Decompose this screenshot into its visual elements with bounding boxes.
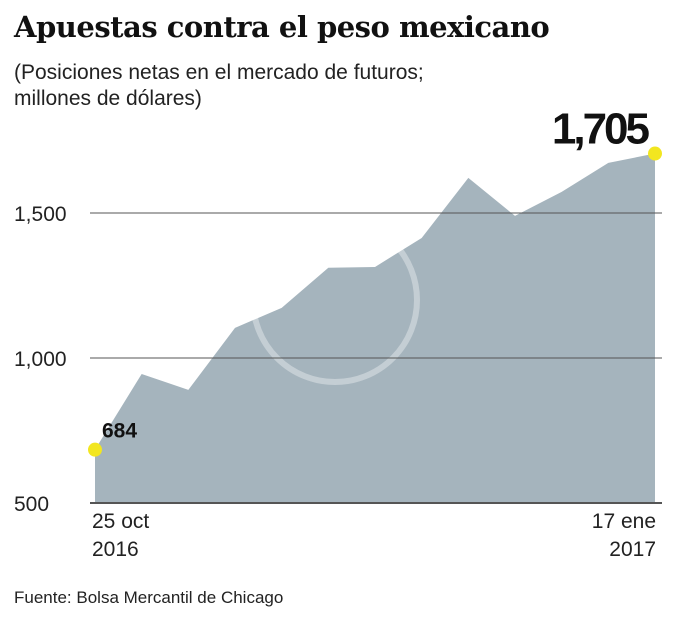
area-series [95, 153, 655, 504]
x-end-label: 17 ene [592, 510, 656, 533]
y-tick-label: 500 [14, 493, 49, 516]
data-label: 684 [102, 420, 137, 443]
data-label: 1,705 [552, 105, 650, 154]
watermark-globe [250, 215, 420, 385]
data-point-marker [648, 146, 662, 161]
subtitle-line-1: (Posiciones netas en el mercado de futur… [14, 61, 424, 84]
chart-source: Fuente: Bolsa Mercantil de Chicago [14, 588, 284, 607]
x-start-label: 25 oct [92, 510, 149, 533]
x-start-label: 2016 [92, 538, 139, 561]
y-tick-label: 1,000 [14, 348, 67, 371]
chart-subtitle: (Posiciones netas en el mercado de futur… [14, 60, 574, 112]
chart-title: Apuestas contra el peso mexicano [14, 10, 550, 44]
x-end-label: 2017 [609, 538, 656, 561]
data-point-marker [88, 442, 102, 457]
y-tick-label: 1,500 [14, 203, 67, 226]
subtitle-line-2: millones de dólares) [14, 87, 202, 110]
